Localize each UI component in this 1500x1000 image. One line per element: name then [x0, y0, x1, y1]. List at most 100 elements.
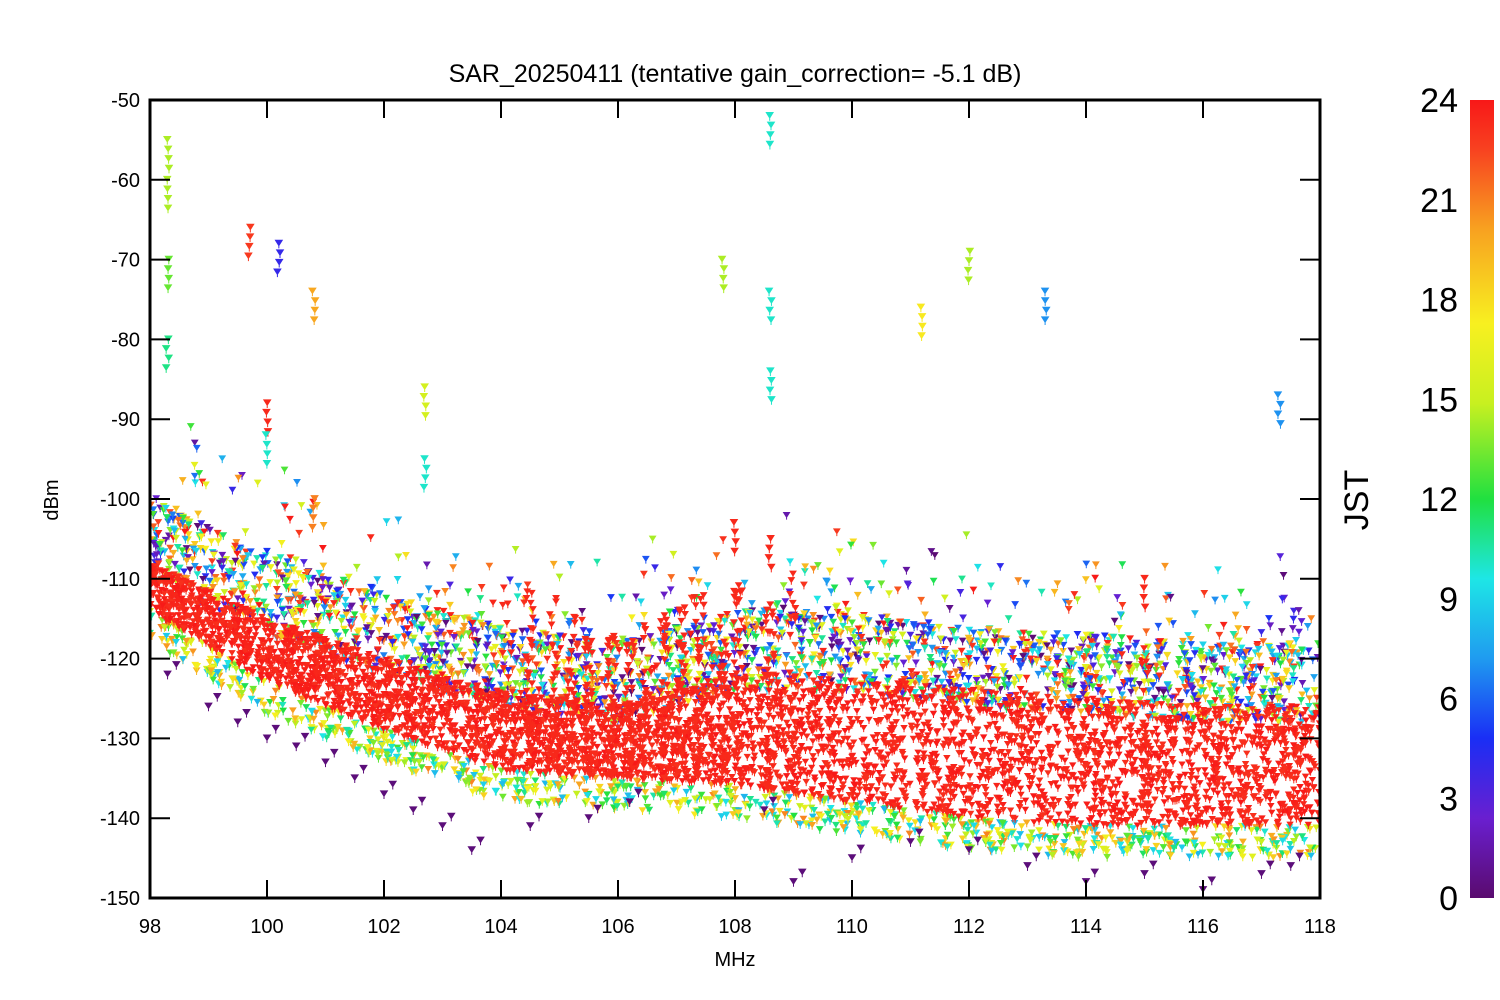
scatter-point: [772, 619, 781, 628]
scatter-point: [243, 672, 252, 680]
scatter-point: [627, 688, 636, 697]
scatter-point: [277, 540, 286, 548]
noise-floor-point: [846, 677, 855, 685]
scatter-point: [832, 828, 841, 837]
scatter-point: [885, 642, 894, 651]
scatter-point: [1053, 659, 1062, 668]
scatter-point: [234, 474, 243, 483]
scatter-point: [1110, 669, 1119, 677]
scatter-point: [1237, 588, 1245, 597]
scatter-point: [816, 614, 824, 623]
scatter-point: [754, 666, 763, 675]
scatter-point: [1279, 572, 1288, 580]
scatter-point: [543, 655, 552, 664]
scatter-point: [1107, 688, 1116, 697]
scatter-point: [781, 615, 790, 624]
scatter-point: [808, 822, 817, 830]
scatter-point: [996, 686, 1005, 694]
scatter-point: [669, 787, 678, 796]
scatter-point: [712, 552, 721, 560]
scatter-point: [319, 522, 328, 530]
scatter-point: [393, 617, 402, 626]
noise-floor-point: [802, 778, 810, 787]
scatter-point: [1043, 672, 1052, 681]
scatter-point: [319, 562, 328, 571]
scatter-point: [1073, 630, 1082, 639]
scatter-point: [1081, 576, 1090, 584]
scatter-point: [902, 566, 911, 575]
scatter-point: [1105, 660, 1114, 669]
scatter-point: [813, 595, 822, 604]
scatter-point: [1101, 834, 1110, 843]
scatter-point: [384, 619, 393, 627]
scatter-point: [786, 558, 794, 567]
scatter-point: [780, 669, 789, 678]
scatter-point: [758, 812, 767, 821]
scatter-point: [1091, 561, 1100, 570]
scatter-point: [916, 818, 925, 827]
noise-floor-point: [965, 759, 974, 767]
scatter-point: [307, 581, 315, 590]
scatter-point: [197, 520, 206, 528]
scatter-point: [892, 639, 901, 648]
scatter-point: [260, 701, 268, 710]
scatter-point: [479, 766, 488, 774]
noise-floor-point: [273, 640, 282, 648]
scatter-point: [1294, 652, 1302, 661]
scatter-point: [198, 478, 207, 487]
scatter-point: [318, 544, 327, 553]
scatter-point: [304, 574, 313, 583]
noise-floor-point: [894, 708, 902, 716]
scatter-point: [484, 634, 493, 643]
scatter-point: [871, 651, 880, 660]
scatter-point: [464, 588, 473, 597]
scatter-point: [921, 611, 929, 620]
scatter-point: [1166, 593, 1175, 602]
scatter-point: [1014, 577, 1023, 585]
scatter-point: [250, 571, 259, 580]
scatter-point: [291, 556, 300, 565]
scatter-point: [1232, 686, 1241, 695]
scatter-point: [1082, 560, 1091, 569]
scatter-point: [424, 585, 433, 594]
scatter-point: [1303, 622, 1312, 631]
scatter-point: [355, 588, 364, 597]
scatter-point: [288, 707, 297, 716]
scatter-point: [892, 662, 901, 671]
scatter-point: [504, 667, 513, 675]
scatter-point: [829, 618, 838, 627]
scatter-point: [393, 576, 402, 584]
scatter-point: [962, 531, 971, 540]
noise-floor-point: [1121, 726, 1129, 734]
scatter-point: [284, 717, 293, 726]
noise-floor-point: [1055, 811, 1063, 819]
scatter-point: [1259, 638, 1268, 646]
scatter-point: [1310, 674, 1318, 682]
scatter-point: [651, 564, 659, 573]
noise-floor-point: [919, 742, 927, 750]
scatter-point: [781, 661, 790, 670]
scatter-point: [543, 786, 551, 795]
scatter-point: [1035, 833, 1044, 842]
scatter-point: [887, 835, 895, 844]
scatter-point: [668, 673, 677, 682]
scatter-point: [973, 645, 981, 654]
scatter-point: [1294, 607, 1303, 615]
scatter-point: [823, 578, 831, 587]
scatter-point: [1022, 579, 1031, 588]
scatter-point: [443, 650, 451, 658]
scatter-point: [726, 799, 735, 808]
scatter-point: [206, 526, 214, 535]
scatter-point: [1124, 645, 1133, 654]
scatter-point: [782, 652, 791, 661]
scatter-point: [417, 626, 426, 634]
scatter-point: [352, 563, 361, 572]
scatter-point: [899, 659, 908, 668]
scatter-point: [682, 788, 691, 797]
scatter-point: [1110, 617, 1119, 626]
scatter-point: [1017, 842, 1025, 851]
scatter-point: [370, 597, 379, 606]
scatter-point: [555, 573, 564, 582]
scatter-point: [209, 551, 218, 560]
scatter-point: [373, 576, 382, 584]
